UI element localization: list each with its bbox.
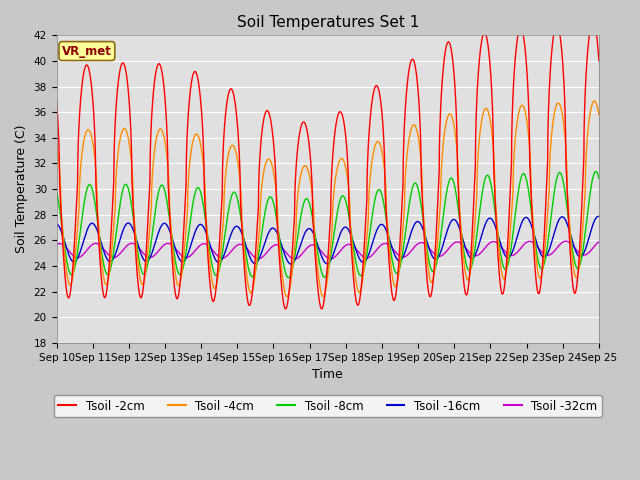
Tsoil -16cm <box>52 221 60 227</box>
Tsoil -8cm <box>237 215 244 221</box>
Tsoil -32cm <box>566 240 573 245</box>
Tsoil -8cm <box>566 224 573 230</box>
Tsoil -32cm <box>465 248 472 254</box>
Tsoil -4cm <box>572 275 580 281</box>
Tsoil -2cm <box>465 284 472 290</box>
Tsoil -4cm <box>449 118 457 123</box>
X-axis label: Time: Time <box>312 368 343 381</box>
Tsoil -16cm <box>237 228 244 234</box>
Line: Tsoil -4cm: Tsoil -4cm <box>56 101 599 297</box>
Tsoil -2cm <box>318 306 326 312</box>
Tsoil -4cm <box>283 294 291 300</box>
Tsoil -32cm <box>595 239 603 245</box>
Tsoil -16cm <box>595 214 603 219</box>
Y-axis label: Soil Temperature (C): Soil Temperature (C) <box>15 125 28 253</box>
Tsoil -2cm <box>449 60 457 66</box>
Tsoil -32cm <box>449 241 457 247</box>
Tsoil -16cm <box>566 228 573 234</box>
Line: Tsoil -16cm: Tsoil -16cm <box>56 216 599 264</box>
Tsoil -32cm <box>52 241 60 247</box>
Tsoil -4cm <box>595 112 603 118</box>
Tsoil -8cm <box>572 264 580 270</box>
Title: Soil Temperatures Set 1: Soil Temperatures Set 1 <box>237 15 419 30</box>
Tsoil -4cm <box>465 277 472 283</box>
Tsoil -2cm <box>309 222 317 228</box>
Line: Tsoil -8cm: Tsoil -8cm <box>56 171 599 277</box>
Tsoil -4cm <box>566 221 573 227</box>
Tsoil -8cm <box>52 189 60 194</box>
Tsoil -16cm <box>310 230 317 236</box>
Tsoil -32cm <box>572 247 580 253</box>
Tsoil -16cm <box>287 261 295 267</box>
Tsoil -2cm <box>52 98 60 104</box>
Tsoil -16cm <box>572 249 580 255</box>
Tsoil -32cm <box>310 242 317 248</box>
Tsoil -4cm <box>310 204 317 209</box>
Line: Tsoil -2cm: Tsoil -2cm <box>56 22 599 309</box>
Tsoil -8cm <box>310 220 317 226</box>
Tsoil -16cm <box>465 252 472 258</box>
Tsoil -2cm <box>589 19 597 24</box>
Tsoil -2cm <box>566 236 573 242</box>
Tsoil -8cm <box>465 267 472 273</box>
Text: VR_met: VR_met <box>62 45 112 58</box>
Tsoil -4cm <box>52 141 60 147</box>
Tsoil -2cm <box>572 287 580 292</box>
Line: Tsoil -32cm: Tsoil -32cm <box>56 241 599 259</box>
Legend: Tsoil -2cm, Tsoil -4cm, Tsoil -8cm, Tsoil -16cm, Tsoil -32cm: Tsoil -2cm, Tsoil -4cm, Tsoil -8cm, Tsoi… <box>54 395 602 417</box>
Tsoil -8cm <box>595 176 603 181</box>
Tsoil -32cm <box>562 238 570 244</box>
Tsoil -2cm <box>595 58 603 64</box>
Tsoil -8cm <box>592 168 600 174</box>
Tsoil -2cm <box>237 205 244 211</box>
Tsoil -4cm <box>591 98 598 104</box>
Tsoil -8cm <box>285 275 292 280</box>
Tsoil -32cm <box>291 256 298 262</box>
Tsoil -4cm <box>237 188 244 193</box>
Tsoil -16cm <box>449 216 457 222</box>
Tsoil -16cm <box>595 214 602 219</box>
Tsoil -32cm <box>237 241 244 247</box>
Tsoil -8cm <box>449 178 457 183</box>
